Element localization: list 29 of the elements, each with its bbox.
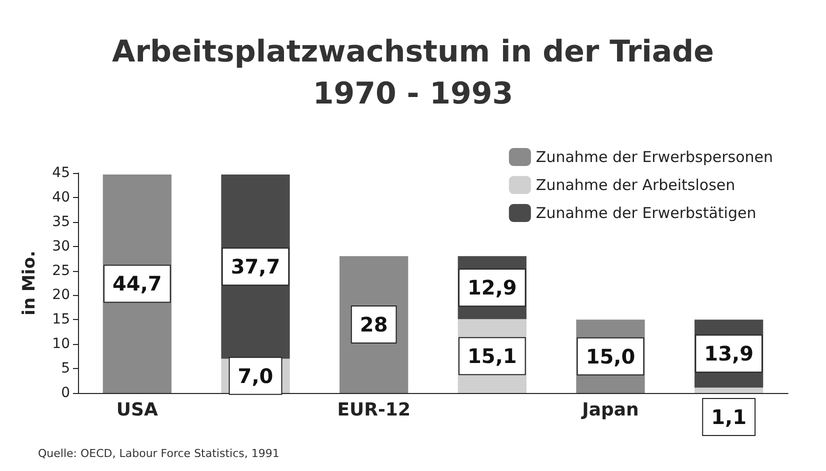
y-tick-label: 0 [61, 385, 70, 401]
y-tick-label: 45 [52, 165, 70, 181]
x-tick-label: EUR-12 [337, 400, 410, 420]
data-label: 15,0 [586, 344, 636, 368]
source-note: Quelle: OECD, Labour Force Statistics, 1991 [38, 447, 280, 460]
data-label: 28 [360, 312, 388, 337]
legend-label: Zunahme der Erwerbspersonen [536, 148, 773, 166]
data-label: 37,7 [230, 254, 280, 279]
y-tick-label: 30 [52, 238, 70, 254]
y-tick-label: 10 [52, 336, 70, 352]
x-tick-label: USA [116, 400, 158, 420]
data-label: 13,9 [704, 342, 754, 366]
y-tick-label: 40 [52, 189, 70, 206]
y-tick-label: 35 [52, 214, 70, 230]
y-tick-label: 20 [52, 287, 70, 304]
bar [694, 388, 764, 393]
legend-label: Zunahme der Arbeitslosen [536, 176, 736, 194]
data-label: 44,7 [112, 272, 162, 296]
chart-title: Arbeitsplatzwachstum in der Triade 1970 - 1993 [112, 34, 714, 112]
y-tick-label: 25 [52, 262, 70, 279]
y-tick-label: 5 [61, 360, 70, 377]
data-label: 1,1 [711, 405, 747, 429]
y-tick-label: 15 [52, 312, 70, 328]
legend-label: Zunahme der Erwerbstätigen [536, 204, 756, 222]
data-label: 7,0 [238, 364, 274, 388]
y-axis-title: in Mio. [20, 250, 40, 316]
x-tick-label: Japan [580, 400, 639, 420]
data-label: 12,9 [467, 276, 517, 300]
data-label: 15,1 [467, 344, 517, 368]
